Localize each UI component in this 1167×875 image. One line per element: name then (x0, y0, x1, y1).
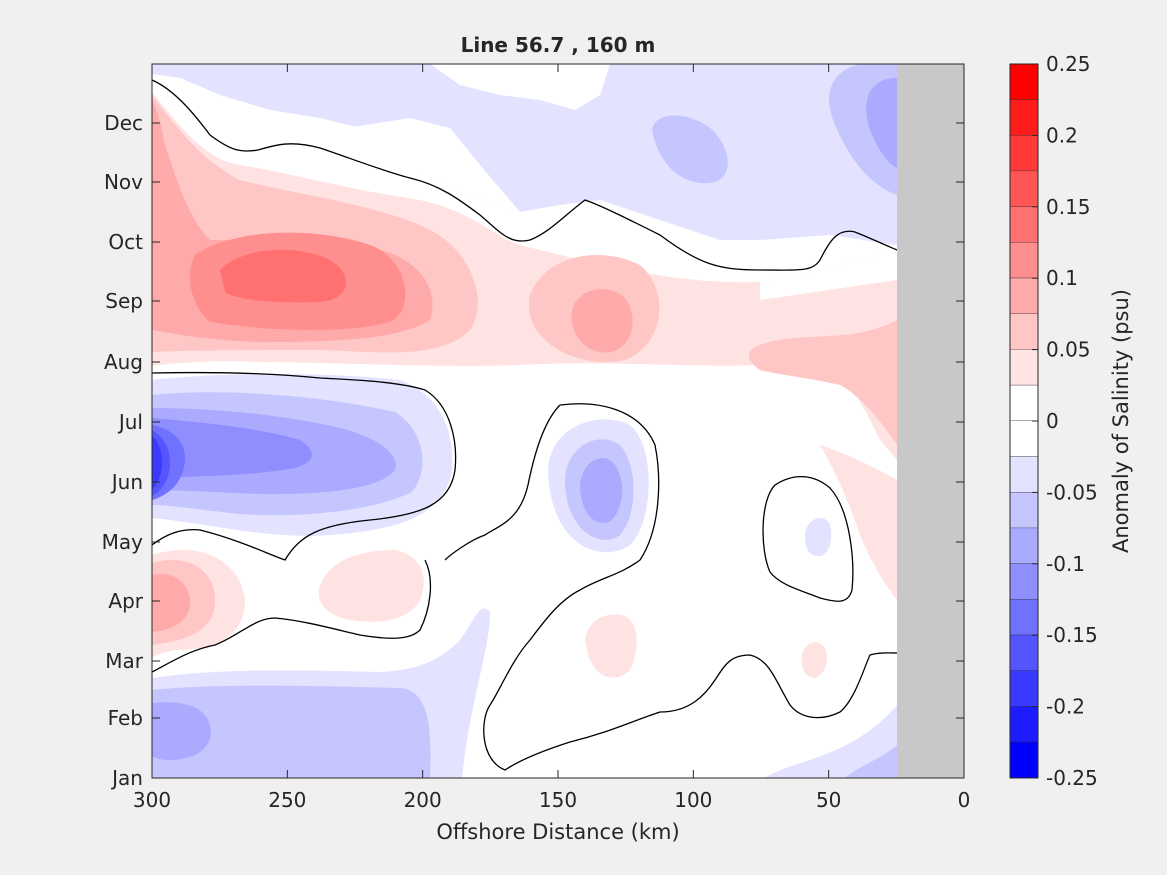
colorbar-swatch (1010, 706, 1038, 743)
contour-pos-apr-west-strong (152, 574, 190, 632)
colorbar-tick-label: 0.25 (1046, 52, 1091, 76)
colorbar-swatch (1010, 492, 1038, 529)
x-tick-label: 100 (674, 788, 712, 812)
colorbar-swatch (1010, 313, 1038, 351)
colorbar: 0.25 0.2 0.15 0.1 0.05 0 -0.05 -0.1 -0.15 -0.2 -0.… (1009, 52, 1098, 790)
contour-pos-apr-mid (318, 550, 424, 622)
contour-pos-mar-mid (585, 614, 637, 678)
y-tick-label: Feb (108, 706, 143, 730)
y-tick-label: Apr (108, 589, 143, 613)
contour-neg-feb-a (152, 685, 431, 778)
colorbar-tick-label: -0.15 (1046, 623, 1098, 647)
zero-contour-upper (152, 79, 897, 271)
colorbar-swatch (1010, 528, 1038, 565)
colorbar-swatch (1010, 635, 1038, 672)
y-tick-label: May (102, 530, 144, 554)
colorbar-swatch (1010, 206, 1038, 243)
colorbar-label: Anomaly of Salinity (psu) (1109, 289, 1133, 553)
colorbar-swatch (1010, 599, 1038, 636)
contour-neg-jun-f (152, 436, 162, 490)
contour-neg-jan-east-core (845, 745, 897, 778)
x-tick-label: 200 (404, 788, 442, 812)
contour-fill-layer (152, 64, 897, 778)
colorbar-swatch (1010, 171, 1038, 208)
y-axis: Jan Feb Mar Apr May Jun Jul Aug Sep Oct Nov Dec (102, 111, 964, 790)
contour-neg-dec-a (652, 115, 728, 184)
colorbar-swatch (1010, 99, 1038, 136)
colorbar-tick-label: 0 (1046, 409, 1059, 433)
colorbar-tick-label: 0.05 (1046, 338, 1091, 362)
x-axis-label: Offshore Distance (km) (436, 820, 679, 844)
contour-neg-dec-c (866, 78, 897, 168)
y-tick-label: Jan (110, 766, 143, 790)
chart-title: Line 56.7 , 160 m (461, 33, 656, 57)
y-tick-label: Sep (105, 289, 143, 313)
contour-neg-feb-b (152, 702, 211, 760)
colorbar-swatch (1010, 563, 1038, 600)
masked-region (897, 64, 964, 778)
contour-white-nov-gap (300, 118, 520, 212)
colorbar-swatch (1010, 278, 1038, 315)
contour-neg-may-east (805, 517, 832, 557)
contour-neg-jan-east (765, 705, 897, 778)
contour-neg-mid-b (580, 457, 623, 524)
colorbar-tick-label: -0.2 (1046, 695, 1085, 719)
contour-pos-east-band (820, 445, 897, 600)
colorbar-swatch (1010, 135, 1038, 172)
colorbar-swatch (1010, 670, 1038, 708)
contour-white-oct-gap (760, 252, 897, 300)
contour-pos-sep-mid-core (571, 288, 633, 353)
colorbar-tick-label: -0.25 (1046, 766, 1098, 790)
y-tick-label: Oct (108, 230, 143, 254)
colorbar-tick-label: -0.05 (1046, 480, 1098, 504)
colorbar-tick-label: 0.2 (1046, 123, 1078, 147)
zero-contour-may-loop (762, 476, 854, 602)
colorbar-tick-label: -0.1 (1046, 552, 1085, 576)
y-tick-label: Mar (105, 649, 144, 673)
x-tick-label: 0 (958, 788, 971, 812)
y-tick-label: Jul (117, 410, 143, 434)
contour-pos-sep-peak (220, 249, 347, 303)
contour-white-top-gap (430, 64, 610, 110)
x-tick-label: 150 (539, 788, 577, 812)
colorbar-swatch (1010, 64, 1038, 101)
y-tick-label: Nov (104, 170, 143, 194)
colorbar-tick-label: 0.1 (1046, 266, 1078, 290)
colorbar-swatch (1010, 742, 1038, 779)
x-tick-label: 50 (816, 788, 841, 812)
zero-contour-mid-loop-left (444, 404, 561, 561)
y-tick-label: Aug (104, 350, 143, 374)
colorbar-swatch (1010, 385, 1038, 422)
contour-neg-jun-c (152, 418, 312, 478)
zero-contour-mar (152, 559, 432, 673)
contour-pos-mar-east (801, 642, 827, 678)
y-tick-label: Dec (104, 111, 143, 135)
x-tick-label: 250 (268, 788, 306, 812)
zero-contour-lines (152, 79, 897, 771)
contour-neg-top-band (152, 64, 897, 245)
zero-contour-mid-loop (483, 403, 897, 771)
x-tick-label: 300 (133, 788, 171, 812)
colorbar-swatch (1010, 242, 1038, 279)
zero-contour-aug (152, 371, 457, 561)
x-axis: 300 250 200 150 100 50 0 (133, 64, 970, 812)
y-tick-label: Jun (110, 470, 143, 494)
contour-pos-band-light (152, 92, 897, 460)
colorbar-tick-label: 0.15 (1046, 195, 1091, 219)
colorbar-swatch (1010, 421, 1038, 458)
colorbar-swatch (1010, 349, 1038, 386)
colorbar-swatch (1010, 456, 1038, 493)
contour-pos-sep-east (748, 320, 897, 445)
